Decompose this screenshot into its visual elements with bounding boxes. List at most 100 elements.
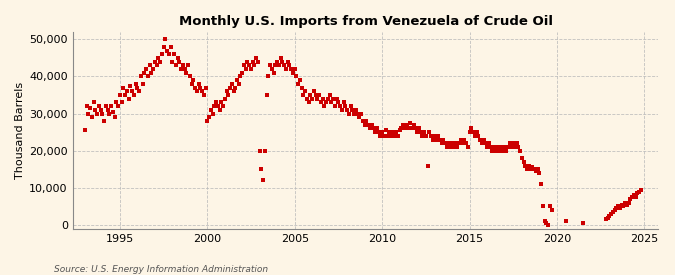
Point: [312, 97, 323, 101]
Title: Monthly U.S. Imports from Venezuela of Crude Oil: Monthly U.S. Imports from Venezuela of C…: [178, 15, 553, 28]
Point: [459, 138, 470, 142]
Point: [450, 141, 461, 145]
Point: [169, 52, 180, 56]
Point: [439, 141, 450, 145]
Point: [273, 63, 284, 68]
Point: [373, 130, 384, 134]
Point: [217, 104, 228, 108]
Point: [545, 204, 556, 208]
Point: [490, 148, 501, 153]
Point: [447, 141, 458, 145]
Point: [179, 67, 190, 71]
Point: [400, 126, 410, 131]
Point: [506, 145, 517, 149]
Point: [520, 163, 531, 168]
Text: Source: U.S. Energy Information Administration: Source: U.S. Energy Information Administ…: [54, 265, 268, 274]
Point: [578, 221, 589, 225]
Point: [234, 82, 244, 86]
Point: [403, 126, 414, 131]
Point: [441, 145, 452, 149]
Point: [286, 67, 296, 71]
Point: [214, 108, 225, 112]
Point: [350, 108, 361, 112]
Point: [237, 71, 248, 75]
Point: [157, 52, 167, 56]
Point: [335, 104, 346, 108]
Point: [81, 104, 92, 108]
Point: [417, 134, 428, 138]
Point: [541, 221, 552, 225]
Point: [536, 182, 547, 186]
Point: [412, 130, 423, 134]
Point: [116, 100, 127, 105]
Point: [454, 141, 464, 145]
Point: [515, 148, 526, 153]
Point: [95, 108, 106, 112]
Point: [186, 82, 197, 86]
Point: [97, 111, 108, 116]
Point: [127, 89, 138, 94]
Point: [118, 86, 129, 90]
Point: [608, 210, 618, 214]
Point: [349, 111, 360, 116]
Point: [468, 130, 479, 134]
Point: [406, 126, 417, 131]
Point: [537, 204, 548, 208]
Point: [418, 130, 429, 134]
Point: [457, 141, 468, 145]
Point: [219, 97, 230, 101]
Point: [132, 86, 142, 90]
Point: [272, 59, 283, 64]
Point: [99, 119, 109, 123]
Point: [401, 123, 412, 127]
Point: [244, 63, 254, 68]
Point: [421, 134, 431, 138]
Point: [494, 148, 505, 153]
Point: [144, 63, 155, 68]
Point: [623, 200, 634, 205]
Point: [142, 74, 153, 79]
Point: [209, 104, 219, 108]
Point: [277, 59, 288, 64]
Point: [408, 123, 419, 127]
Point: [119, 93, 130, 97]
Point: [263, 74, 274, 79]
Point: [445, 145, 456, 149]
Point: [200, 86, 211, 90]
Point: [634, 189, 645, 194]
Point: [380, 128, 391, 133]
Point: [512, 141, 522, 145]
Point: [162, 48, 173, 53]
Point: [503, 145, 514, 149]
Point: [211, 100, 221, 105]
Point: [238, 63, 249, 68]
Point: [221, 89, 232, 94]
Point: [246, 67, 256, 71]
Point: [379, 134, 389, 138]
Point: [377, 130, 387, 134]
Y-axis label: Thousand Barrels: Thousand Barrels: [15, 82, 25, 179]
Point: [613, 204, 624, 208]
Point: [361, 119, 372, 123]
Point: [136, 74, 146, 79]
Point: [427, 138, 438, 142]
Point: [317, 97, 328, 101]
Point: [267, 67, 277, 71]
Point: [475, 138, 485, 142]
Point: [202, 119, 213, 123]
Point: [410, 126, 421, 131]
Point: [302, 97, 313, 101]
Point: [172, 56, 183, 60]
Point: [151, 63, 162, 68]
Point: [184, 74, 195, 79]
Point: [611, 206, 622, 210]
Point: [510, 145, 520, 149]
Point: [92, 111, 103, 116]
Point: [284, 63, 295, 68]
Point: [204, 115, 215, 120]
Point: [601, 217, 612, 222]
Point: [258, 178, 269, 183]
Point: [128, 93, 139, 97]
Point: [310, 93, 321, 97]
Point: [426, 134, 437, 138]
